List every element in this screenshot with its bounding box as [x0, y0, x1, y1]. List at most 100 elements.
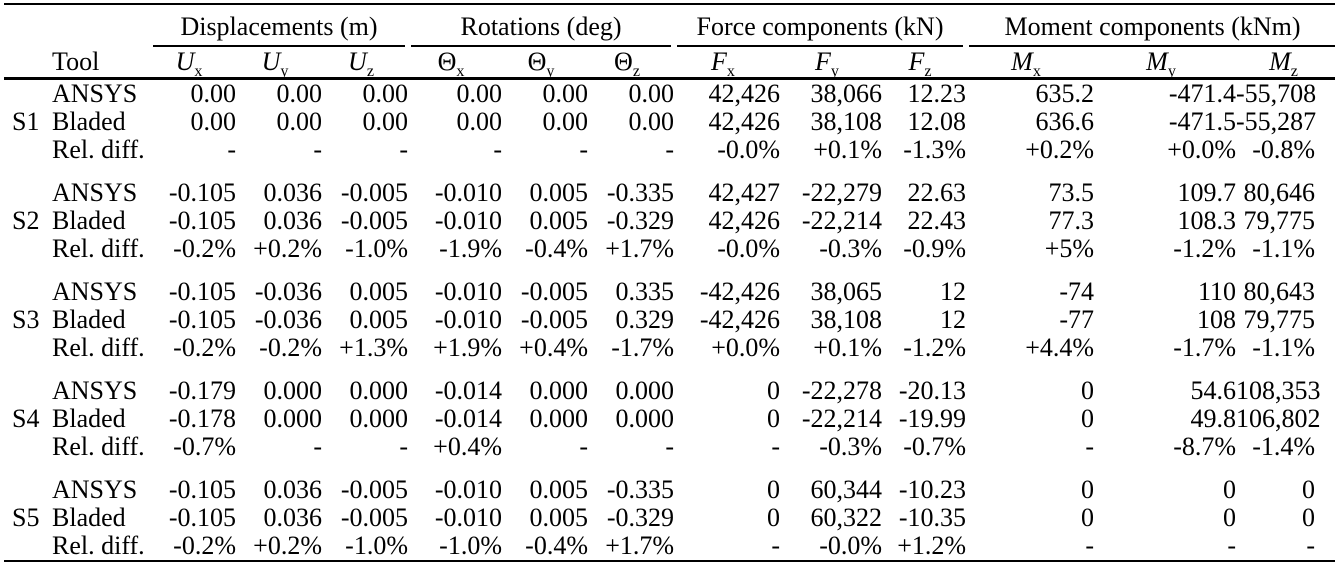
- value-cell: 0.00: [628, 79, 675, 108]
- value-cell: -0.0%: [717, 135, 781, 164]
- value-cell: -: [665, 135, 675, 164]
- value-cell: 73.5: [1048, 178, 1095, 207]
- value-cell: 0.036: [263, 178, 323, 207]
- value-cell: 0: [767, 475, 781, 504]
- tool-cell: Bladed: [52, 503, 126, 532]
- value-cell: -1.1%: [1252, 234, 1316, 263]
- value-cell: -1.0%: [439, 531, 502, 560]
- value-cell: -0.105: [168, 206, 236, 235]
- value-cell: 0.00: [190, 79, 237, 108]
- group-header-displacements-m: Displacements (m): [150, 4, 408, 47]
- value-cell: -0.014: [434, 404, 502, 433]
- value-cell: 80,646: [1243, 178, 1316, 207]
- value-cell: -: [1306, 531, 1316, 560]
- column-header-m-z: Mz: [1236, 47, 1335, 80]
- column-header-u-y: Uy: [236, 47, 322, 80]
- tool-cell: Rel. diff.: [52, 432, 145, 461]
- value-cell: 0.00: [276, 79, 323, 108]
- table-head: Displacements (m) Rotations (deg) Force co…: [4, 4, 1335, 80]
- value-cell: -: [313, 135, 322, 164]
- value-cell: 110: [1197, 277, 1237, 306]
- value-cell: -0.014: [434, 376, 502, 405]
- value-cell: +0.0%: [1167, 135, 1237, 164]
- value-cell: 0.00: [456, 79, 503, 108]
- value-cell: 106,802: [1236, 404, 1321, 433]
- value-cell: -1.7%: [1173, 333, 1237, 362]
- value-cell: 0.000: [615, 376, 675, 405]
- value-cell: -20.13: [898, 376, 967, 405]
- value-cell: +0.1%: [813, 333, 883, 362]
- group-header-moment-components-knm: Moment components (kNm): [966, 4, 1335, 47]
- tool-cell: ANSYS: [52, 475, 138, 504]
- value-cell: 0.036: [263, 475, 323, 504]
- group-header-rotations-deg: Rotations (deg): [408, 4, 674, 47]
- value-cell: 108.3: [1177, 206, 1237, 235]
- value-cell: -0.3%: [819, 234, 883, 263]
- value-cell: -1.2%: [903, 333, 967, 362]
- section-header-cell: [4, 47, 48, 80]
- value-cell: 0.00: [362, 79, 409, 108]
- value-cell: -0.179: [168, 376, 236, 405]
- results-comparison-table: Displacements (m) Rotations (deg) Force co…: [4, 3, 1335, 562]
- value-cell: +1.7%: [605, 531, 675, 560]
- value-cell: 0.000: [263, 376, 323, 405]
- tool-cell: Rel. diff.: [52, 333, 145, 362]
- value-cell: 0: [1302, 475, 1316, 504]
- tool-cell: ANSYS: [52, 376, 138, 405]
- value-cell: +0.4%: [433, 432, 502, 461]
- value-cell: +0.2%: [253, 234, 322, 263]
- value-cell: +0.2%: [253, 531, 322, 560]
- column-header-theta-y: Θy: [502, 47, 588, 80]
- tool-cell: ANSYS: [52, 277, 138, 306]
- value-cell: 0.005: [349, 305, 409, 334]
- value-cell: -: [665, 432, 675, 461]
- value-cell: -0.4%: [525, 531, 588, 560]
- value-cell: 0.000: [349, 404, 409, 433]
- value-cell: +5%: [1044, 234, 1095, 263]
- value-cell: +1.3%: [339, 333, 408, 362]
- value-cell: -1.7%: [611, 333, 675, 362]
- value-cell: 42,426: [708, 107, 781, 136]
- tool-cell: Bladed: [52, 305, 126, 334]
- column-header-u-z: Uz: [322, 47, 408, 80]
- value-cell: -: [579, 135, 588, 164]
- column-header-row: Tool Ux Uy Uz Θx Θy Θz Fx Fy Fz Mx My Mz: [4, 47, 1335, 80]
- value-cell: -0.0%: [717, 234, 781, 263]
- column-header-u-x: Ux: [150, 47, 236, 80]
- value-cell: -471.4: [1168, 79, 1237, 108]
- value-cell: -0.010: [434, 503, 502, 532]
- value-cell: -: [399, 432, 408, 461]
- value-cell: +4.4%: [1025, 333, 1095, 362]
- value-cell: -0.7%: [903, 432, 967, 461]
- table-body: S1 ANSYS 0.00 0.00 0.00 0.00 0.00 0.00 42,426 38,…: [4, 79, 1335, 562]
- table-row-s4-bladed: Bladed -0.178 0.000 0.000 -0.014 0.000 0.000 0-…: [4, 405, 1335, 433]
- value-cell: 0.00: [542, 107, 589, 136]
- value-cell: +0.4%: [519, 333, 588, 362]
- value-cell: 38,108: [810, 305, 883, 334]
- value-cell: -10.35: [898, 503, 967, 532]
- value-cell: -: [227, 135, 236, 164]
- value-cell: 0.00: [362, 107, 409, 136]
- section-label-s5: S5: [12, 503, 40, 532]
- table-row-s5-rel-diff: Rel. diff. -0.2% +0.2% -1.0% -1.0% -0.4% +1.7%…: [4, 532, 1335, 561]
- column-header-theta-z: Θz: [588, 47, 675, 80]
- value-cell: -0.010: [434, 178, 502, 207]
- value-cell: -0.4%: [525, 234, 588, 263]
- value-cell: -1.9%: [439, 234, 502, 263]
- value-cell: 0: [1081, 475, 1095, 504]
- value-cell: -1.3%: [903, 135, 967, 164]
- value-cell: 0.005: [529, 475, 589, 504]
- value-cell: -0.2%: [259, 333, 322, 362]
- value-cell: 635.2: [1035, 79, 1095, 108]
- value-cell: 108: [1197, 305, 1237, 334]
- value-cell: -: [313, 432, 322, 461]
- value-cell: 49.8: [1190, 404, 1237, 433]
- section-label-s1: S1: [12, 107, 40, 136]
- value-cell: -0.7%: [173, 432, 236, 461]
- value-cell: -42,426: [699, 305, 781, 334]
- value-cell: 0.000: [263, 404, 323, 433]
- paper-table-page: Displacements (m) Rotations (deg) Force co…: [0, 3, 1335, 570]
- value-cell: 0: [1081, 503, 1095, 532]
- column-header-f-z: Fz: [882, 47, 967, 80]
- value-cell: 0: [1081, 376, 1095, 405]
